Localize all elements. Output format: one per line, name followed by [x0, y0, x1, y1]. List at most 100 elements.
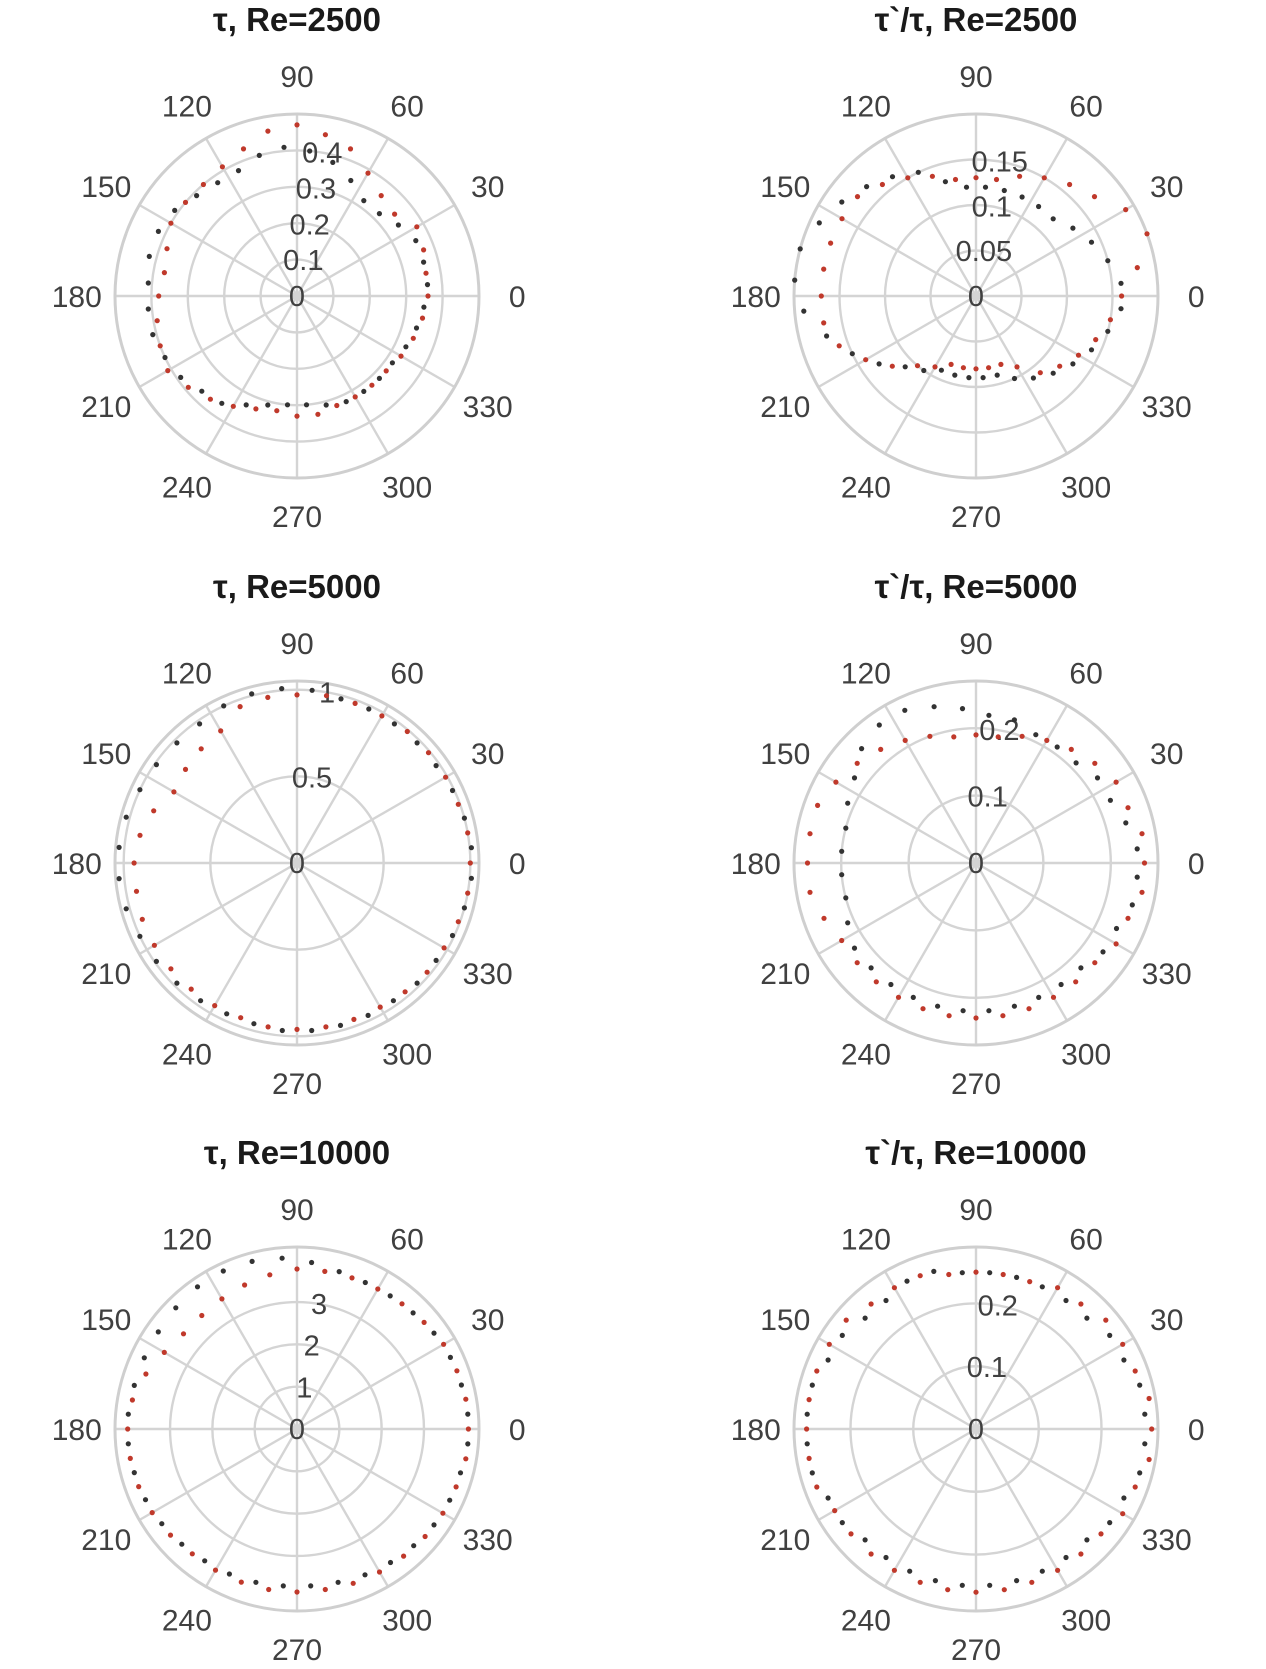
theta-tick-label: 240 — [162, 1605, 212, 1638]
data-point-series-1 — [137, 832, 143, 838]
theta-tick-label: 270 — [272, 1068, 322, 1101]
data-point-series-2 — [424, 282, 431, 288]
data-point-series-2 — [198, 998, 204, 1004]
data-point-series-2 — [1134, 874, 1140, 880]
data-point-series-1 — [294, 1266, 300, 1272]
data-point-series-2 — [265, 402, 271, 408]
theta-tick-label: 210 — [81, 958, 131, 991]
theta-tick-label: 330 — [1142, 1524, 1192, 1557]
theta-tick-label: 270 — [951, 501, 1001, 534]
data-point-series-1 — [219, 1296, 225, 1302]
theta-gridline — [295, 137, 390, 297]
data-point-series-1 — [350, 1580, 356, 1586]
data-point-series-2 — [1058, 981, 1064, 988]
data-point-series-1 — [274, 408, 280, 414]
data-point-series-1 — [1091, 194, 1098, 200]
data-point-series-1 — [129, 1397, 135, 1403]
theta-gridline — [295, 1428, 390, 1588]
theta-gridline — [974, 1270, 1069, 1430]
data-point-series-1 — [218, 728, 224, 734]
data-point-series-1 — [839, 216, 845, 222]
data-point-series-2 — [986, 712, 992, 718]
data-point-series-1 — [1120, 1341, 1126, 1347]
r-tick-label: 0.1 — [972, 191, 1012, 223]
data-point-series-1 — [465, 1426, 471, 1432]
data-point-series-2 — [1036, 203, 1042, 210]
data-point-series-1 — [929, 173, 936, 179]
data-point-series-1 — [352, 394, 358, 400]
data-point-series-1 — [425, 293, 431, 299]
data-point-series-2 — [938, 367, 945, 373]
data-point-series-2 — [1105, 328, 1111, 334]
data-point-series-1 — [821, 320, 827, 326]
theta-tick-label: 180 — [52, 848, 102, 881]
data-point-series-1 — [973, 366, 979, 372]
theta-tick-label: 60 — [1069, 1223, 1102, 1256]
data-point-series-2 — [458, 1382, 464, 1388]
theta-gridline — [817, 1336, 977, 1431]
data-point-series-2 — [197, 721, 203, 727]
theta-tick-label: 120 — [841, 90, 891, 123]
data-point-series-1 — [1078, 1301, 1084, 1307]
data-point-series-2 — [952, 372, 958, 378]
r-tick-label: 0 — [289, 848, 305, 880]
data-point-series-1 — [914, 363, 921, 369]
data-point-series-1 — [351, 1016, 357, 1023]
data-point-series-2 — [457, 1470, 464, 1476]
data-point-series-1 — [993, 176, 1000, 183]
data-point-series-1 — [139, 916, 145, 922]
data-point-series-1 — [154, 318, 160, 324]
data-point-series-1 — [973, 1015, 979, 1021]
data-point-series-1 — [322, 1586, 328, 1593]
data-point-series-2 — [307, 148, 313, 154]
data-point-series-2 — [1070, 361, 1076, 367]
r-tick-label: 0 — [968, 281, 984, 313]
data-point-series-2 — [421, 259, 427, 265]
data-point-series-1 — [127, 1455, 133, 1461]
data-point-series-1 — [973, 1589, 979, 1595]
data-point-series-1 — [826, 1341, 832, 1347]
theta-tick-label: 90 — [280, 61, 313, 94]
data-point-series-1 — [1078, 1551, 1084, 1557]
data-point-series-1 — [1000, 1271, 1006, 1278]
r-gridline — [259, 258, 335, 334]
data-point-series-2 — [864, 184, 870, 190]
data-point-series-1 — [168, 220, 174, 226]
data-point-series-1 — [164, 246, 170, 252]
theta-tick-label: 330 — [1142, 958, 1192, 991]
data-point-series-1 — [425, 750, 432, 756]
data-point-series-1 — [1044, 737, 1050, 744]
data-point-series-1 — [986, 365, 992, 371]
data-point-series-2 — [309, 1259, 315, 1266]
data-point-series-2 — [253, 1579, 259, 1585]
data-point-series-1 — [995, 734, 1001, 740]
data-point-series-1 — [182, 766, 189, 773]
theta-gridline — [138, 294, 298, 389]
theta-gridline — [138, 770, 298, 865]
data-point-series-2 — [1118, 280, 1124, 286]
data-point-series-2 — [433, 763, 439, 769]
data-point-series-1 — [240, 146, 247, 152]
data-point-series-2 — [155, 228, 161, 234]
data-point-series-2 — [413, 325, 420, 331]
polar-boundary — [792, 679, 1160, 1047]
polar-boundary — [113, 1245, 481, 1613]
data-point-series-2 — [172, 207, 178, 213]
data-point-series-1 — [973, 732, 979, 738]
data-point-series-1 — [349, 1275, 355, 1281]
theta-tick-label: 90 — [959, 61, 992, 94]
theta-tick-label: 90 — [280, 1194, 313, 1227]
data-point-series-1 — [161, 1349, 167, 1355]
r-gridline — [150, 149, 444, 443]
data-point-series-1 — [1073, 979, 1079, 985]
data-point-series-1 — [1125, 915, 1131, 921]
data-point-series-2 — [174, 980, 180, 986]
data-point-series-2 — [868, 965, 874, 971]
data-point-series-2 — [376, 375, 382, 381]
data-point-series-2 — [414, 740, 420, 746]
theta-gridline — [296, 203, 456, 298]
r-tick-label: 0.2 — [289, 209, 329, 241]
data-point-series-1 — [952, 176, 959, 183]
data-point-series-1 — [207, 396, 213, 402]
data-point-series-2 — [1014, 1274, 1020, 1280]
